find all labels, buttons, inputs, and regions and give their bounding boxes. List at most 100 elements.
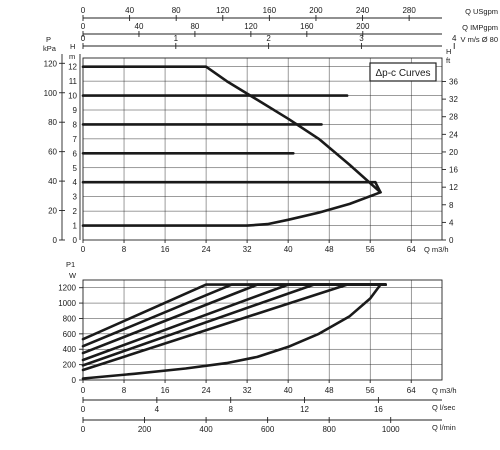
head-flow-chart: 0 8 16 24 32 40 48 56 64 Q m3/h0 40 80 120 160 200 240 2… bbox=[43, 6, 498, 254]
x-tick-label: 48 bbox=[325, 245, 334, 254]
w-tick-label: 1200 bbox=[58, 284, 76, 293]
top-axis-tick-label: 4 bbox=[452, 34, 457, 43]
plot-frame bbox=[82, 279, 443, 381]
bottom-axis-tick-label: 0 bbox=[81, 405, 86, 414]
w-tick-label: 400 bbox=[63, 345, 77, 354]
x-tick-label: 32 bbox=[243, 386, 252, 395]
power-curve-5 bbox=[81, 283, 387, 367]
h-tick-label: 0 bbox=[73, 236, 78, 245]
p1-axis-unit: W bbox=[69, 271, 77, 280]
plot-frame bbox=[82, 57, 443, 241]
p-tick-label: 80 bbox=[48, 118, 57, 127]
p-tick-label: 0 bbox=[53, 236, 58, 245]
bottom-axis-tick-label: 0 bbox=[81, 425, 86, 434]
h-axis-unit: m bbox=[69, 52, 75, 61]
bottom-axis-tick-label: 1000 bbox=[382, 425, 400, 434]
top-axis-tick-label: 240 bbox=[356, 6, 370, 15]
x-axis-label: Q m3/h bbox=[432, 386, 457, 395]
x-tick-label: 16 bbox=[161, 245, 170, 254]
x-tick-label: 0 bbox=[81, 386, 86, 395]
h-tick-label: 6 bbox=[73, 149, 78, 158]
h-tick-label: 9 bbox=[73, 106, 78, 115]
ft-tick-label: 24 bbox=[449, 130, 458, 139]
bottom-axis-label: Q l/sec bbox=[432, 403, 456, 412]
top-axis-tick-label: 200 bbox=[356, 22, 370, 31]
ft-axis-label: H bbox=[446, 47, 451, 56]
x-tick-label: 56 bbox=[366, 386, 375, 395]
bottom-axis-tick-label: 12 bbox=[300, 405, 309, 414]
top-axis-tick-label: 40 bbox=[135, 22, 144, 31]
power-curve-7 bbox=[81, 283, 382, 380]
top-axis-tick-label: 3 bbox=[359, 34, 364, 43]
bottom-axis-label: Q l/min bbox=[432, 423, 456, 432]
legend-label: Δp-c Curves bbox=[375, 68, 430, 79]
w-tick-label: 800 bbox=[63, 314, 77, 323]
ft-tick-label: 8 bbox=[449, 201, 454, 210]
legend-box bbox=[369, 62, 437, 82]
top-axis-tick-label: 120 bbox=[244, 22, 258, 31]
bottom-axis-tick-label: 600 bbox=[261, 425, 275, 434]
top-axis-tick-label: 280 bbox=[402, 6, 416, 15]
x-tick-label: 16 bbox=[161, 386, 170, 395]
h-tick-label: 8 bbox=[73, 120, 78, 129]
top-axis-label: V m/s Ø 80 bbox=[460, 35, 498, 44]
head-curve-6 bbox=[81, 180, 382, 227]
p-tick-label: 120 bbox=[44, 59, 58, 68]
top-axis-label: Q IMPgpm bbox=[462, 23, 498, 32]
p1-axis-label: P1 bbox=[66, 260, 75, 269]
w-tick-label: 600 bbox=[63, 330, 77, 339]
ft-axis-unit: ft bbox=[446, 56, 451, 65]
ft-tick-label: 28 bbox=[449, 113, 458, 122]
x-tick-label: 8 bbox=[122, 245, 127, 254]
top-axis-tick-label: 160 bbox=[300, 22, 314, 31]
head-curve-5 bbox=[81, 65, 382, 194]
ft-tick-label: 4 bbox=[449, 218, 454, 227]
h-tick-label: 1 bbox=[73, 222, 78, 231]
top-axis-tick-label: 0 bbox=[81, 34, 86, 43]
top-axis-tick-label: 200 bbox=[309, 6, 323, 15]
p-axis-label: P bbox=[46, 35, 51, 44]
p-tick-label: 20 bbox=[48, 207, 57, 216]
power-curve-6 bbox=[81, 283, 387, 372]
bottom-axis-tick-label: 200 bbox=[138, 425, 152, 434]
x-tick-label: 32 bbox=[243, 245, 252, 254]
top-axis-label: Q USgpm bbox=[465, 7, 498, 16]
top-axis-tick-label: 0 bbox=[81, 6, 86, 15]
ft-tick-label: 12 bbox=[449, 183, 458, 192]
w-tick-label: 1000 bbox=[58, 299, 76, 308]
top-axis-tick-label: 80 bbox=[190, 22, 199, 31]
w-tick-label: 0 bbox=[72, 376, 77, 385]
top-axis-tick-label: 2 bbox=[266, 34, 271, 43]
ft-tick-label: 36 bbox=[449, 78, 458, 87]
p-tick-label: 100 bbox=[44, 89, 58, 98]
x-tick-label: 0 bbox=[81, 245, 86, 254]
top-axis-tick-label: 160 bbox=[263, 6, 277, 15]
h-axis-label: H bbox=[70, 42, 75, 51]
top-axis-tick-label: 80 bbox=[172, 6, 181, 15]
ft-tick-label: 20 bbox=[449, 148, 458, 157]
bottom-axis-tick-label: 8 bbox=[228, 405, 233, 414]
x-axis-label: Q m3/h bbox=[424, 245, 449, 254]
x-tick-label: 24 bbox=[202, 245, 211, 254]
x-tick-label: 40 bbox=[284, 245, 293, 254]
bottom-axis-tick-label: 400 bbox=[199, 425, 213, 434]
h-tick-label: 2 bbox=[73, 207, 78, 216]
ft-tick-label: 0 bbox=[449, 236, 454, 245]
h-tick-label: 4 bbox=[73, 178, 78, 187]
ft-tick-label: 16 bbox=[449, 166, 458, 175]
x-tick-label: 40 bbox=[284, 386, 293, 395]
h-tick-label: 12 bbox=[68, 63, 77, 72]
top-axis-tick-label: 40 bbox=[125, 6, 134, 15]
bottom-axis-tick-label: 800 bbox=[322, 425, 336, 434]
h-tick-label: 7 bbox=[73, 135, 78, 144]
x-tick-label: 64 bbox=[407, 245, 416, 254]
bottom-axis-tick-label: 4 bbox=[155, 405, 160, 414]
p-axis-unit: kPa bbox=[43, 44, 57, 53]
bottom-axis-tick-label: 16 bbox=[374, 405, 383, 414]
x-tick-label: 48 bbox=[325, 386, 334, 395]
x-tick-label: 24 bbox=[202, 386, 211, 395]
x-tick-label: 8 bbox=[122, 386, 127, 395]
top-axis-tick-label: 0 bbox=[81, 22, 86, 31]
